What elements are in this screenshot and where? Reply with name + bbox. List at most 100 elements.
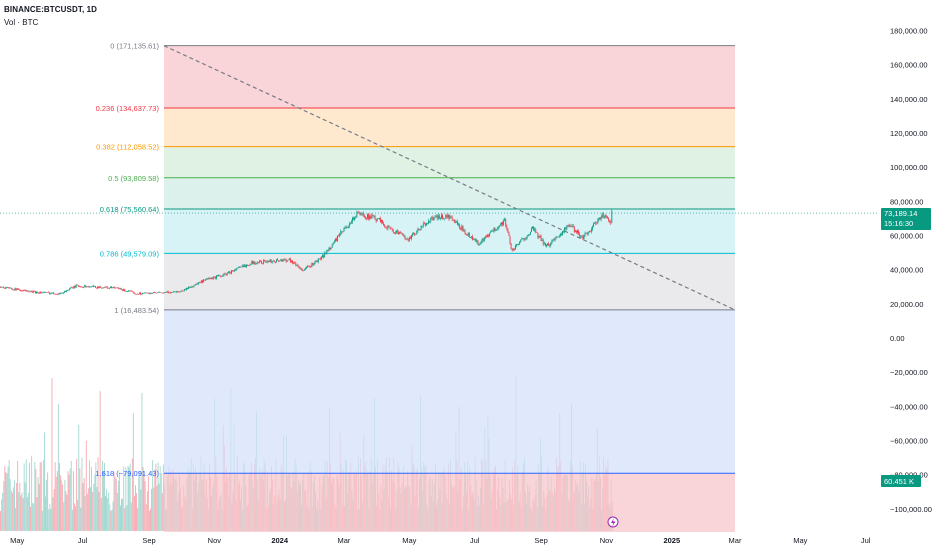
candle-body	[429, 220, 431, 222]
candle-body	[405, 238, 407, 240]
candle-body	[346, 226, 348, 229]
candle-body	[359, 212, 361, 215]
candle-body	[588, 231, 590, 233]
volume-bar	[141, 393, 143, 531]
candle-body	[36, 291, 37, 294]
candle-body	[581, 235, 583, 237]
candle-body	[156, 292, 157, 294]
candle-body	[53, 292, 55, 294]
y-tick-label: −40,000.00	[890, 402, 928, 411]
candle-body	[257, 262, 259, 263]
volume-bar	[30, 506, 31, 531]
candle-body	[83, 287, 85, 288]
time-axis[interactable]: May Jul Sep Nov 2024 Mar May Jul Sep Nov 2025 Mar Ma…	[10, 536, 871, 545]
candle-body	[54, 293, 56, 295]
candle-body	[244, 265, 246, 267]
volume-bar	[31, 455, 33, 531]
candle-body	[181, 290, 183, 292]
symbol-title[interactable]: BINANCE:BTCUSDT, 1D	[4, 5, 98, 14]
volume-bar	[33, 503, 35, 531]
candle-body	[499, 224, 501, 226]
candle-body	[172, 292, 174, 293]
volume-bar	[29, 462, 30, 531]
candle-body	[158, 292, 160, 293]
candle-body	[29, 291, 31, 293]
candle-body	[384, 225, 386, 227]
volume-bar	[8, 460, 10, 531]
candle-body	[254, 261, 256, 264]
candle-body	[312, 262, 314, 265]
candle-body	[128, 290, 130, 292]
candle-body	[207, 278, 209, 280]
x-tick-label: Mar	[338, 536, 351, 545]
volume-bar	[25, 459, 27, 531]
volume-legend[interactable]: Vol · BTC	[4, 18, 39, 27]
candle-body	[104, 286, 106, 288]
candle-body	[595, 222, 597, 224]
candle-body	[193, 285, 195, 287]
volume-bar	[147, 475, 149, 531]
candle-body	[288, 258, 290, 260]
candle-body	[182, 290, 184, 292]
fib-zone-1.618	[163, 473, 735, 532]
candle-body	[547, 243, 548, 246]
candle-body	[144, 292, 146, 294]
candle-body	[294, 262, 296, 264]
candle-body	[38, 292, 40, 294]
volume-bar	[129, 463, 131, 531]
volume-bar	[75, 506, 76, 531]
candle-body	[407, 239, 409, 241]
candle-body	[0, 286, 1, 288]
candle-body	[72, 287, 74, 289]
candle-body	[368, 213, 370, 220]
candle-body	[74, 286, 76, 288]
volume-bar	[157, 462, 159, 531]
candle-body	[562, 231, 563, 235]
volume-bar	[104, 463, 105, 531]
candle-body	[550, 243, 552, 246]
candle-body	[187, 288, 189, 289]
candle-body	[521, 239, 523, 241]
candle-body	[390, 228, 392, 229]
candle-body	[386, 227, 388, 229]
x-tick-label: May	[402, 536, 416, 545]
x-tick-label: Sep	[534, 536, 547, 545]
candle-body	[487, 235, 488, 238]
candle-body	[108, 288, 110, 289]
volume-bar	[152, 460, 154, 531]
candle-body	[66, 290, 67, 292]
candle-body	[554, 238, 556, 241]
candlesticks	[0, 208, 613, 296]
candle-body	[248, 264, 250, 266]
candle-body	[44, 292, 46, 293]
candle-body	[328, 247, 330, 251]
fib-zone-1	[163, 309, 735, 474]
candle-body	[145, 292, 147, 294]
candle-body	[6, 287, 7, 288]
candle-body	[318, 258, 320, 260]
candle-body	[322, 255, 324, 258]
fib-retracement[interactable]: 0 (171,135.61) 0.236 (134,637.73) 0.382 (1…	[95, 42, 735, 532]
price-axis[interactable]: 180,000.00 160,000.00 140,000.00 120,000.00…	[890, 27, 932, 514]
last-volume-tag	[881, 475, 921, 487]
candle-body	[243, 265, 245, 268]
volume-bar	[35, 469, 37, 531]
volume-bar	[47, 472, 49, 531]
candle-body	[378, 218, 380, 219]
volume-bar	[99, 391, 101, 531]
volume-bar	[5, 472, 7, 531]
candle-body	[597, 219, 599, 223]
candle-body	[263, 260, 265, 264]
candle-body	[459, 224, 461, 228]
candle-body	[287, 259, 289, 261]
y-tick-label: 40,000.00	[890, 266, 923, 275]
candle-body	[506, 226, 508, 229]
candle-body	[608, 218, 610, 221]
candle-body	[401, 233, 403, 234]
candle-body	[510, 243, 512, 249]
candle-body	[247, 264, 249, 266]
candle-body	[330, 247, 332, 250]
candle-body	[381, 220, 382, 223]
candle-body	[219, 275, 221, 276]
